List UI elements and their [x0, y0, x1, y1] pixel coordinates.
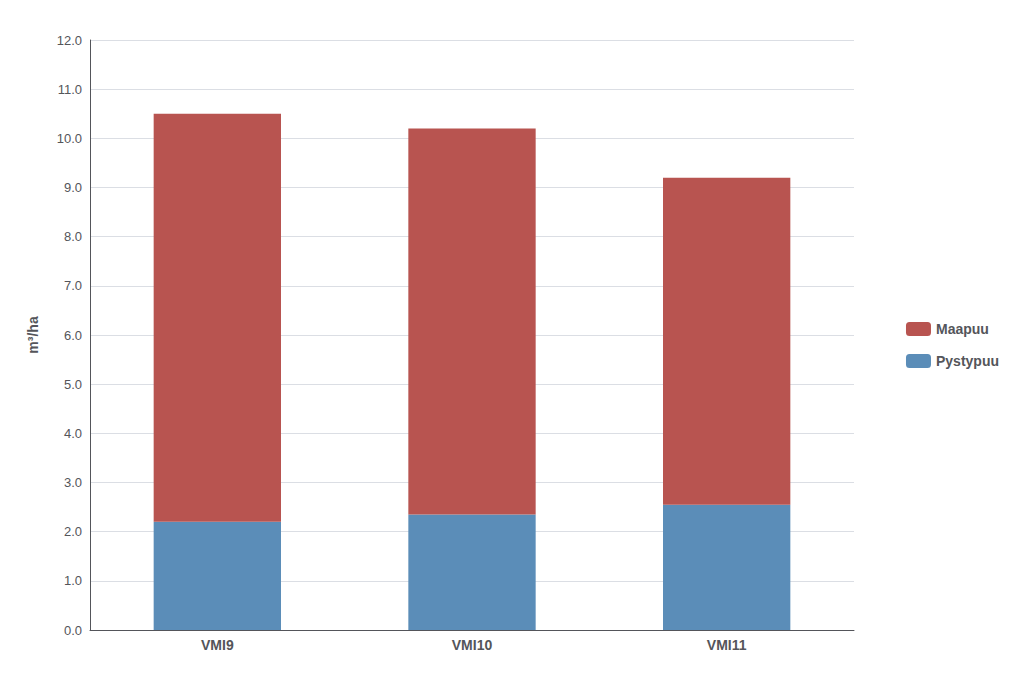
- svg-text:5.0: 5.0: [64, 377, 82, 392]
- svg-text:7.0: 7.0: [64, 278, 82, 293]
- svg-text:Pystypuu: Pystypuu: [936, 353, 999, 369]
- svg-text:VMI10: VMI10: [452, 637, 493, 653]
- svg-text:1.0: 1.0: [64, 573, 82, 588]
- svg-text:0.0: 0.0: [64, 623, 82, 638]
- svg-text:9.0: 9.0: [64, 180, 82, 195]
- svg-text:VMI11: VMI11: [707, 637, 747, 653]
- svg-text:2.0: 2.0: [64, 524, 82, 539]
- svg-text:m³/ha: m³/ha: [25, 316, 41, 354]
- svg-text:6.0: 6.0: [64, 328, 82, 343]
- svg-text:12.0: 12.0: [57, 33, 82, 48]
- svg-text:10.0: 10.0: [57, 131, 82, 146]
- svg-text:4.0: 4.0: [64, 426, 82, 441]
- svg-text:Maapuu: Maapuu: [936, 321, 989, 337]
- svg-text:11.0: 11.0: [58, 82, 82, 97]
- svg-text:3.0: 3.0: [64, 475, 82, 490]
- svg-text:8.0: 8.0: [64, 229, 82, 244]
- svg-text:VMI9: VMI9: [201, 637, 234, 653]
